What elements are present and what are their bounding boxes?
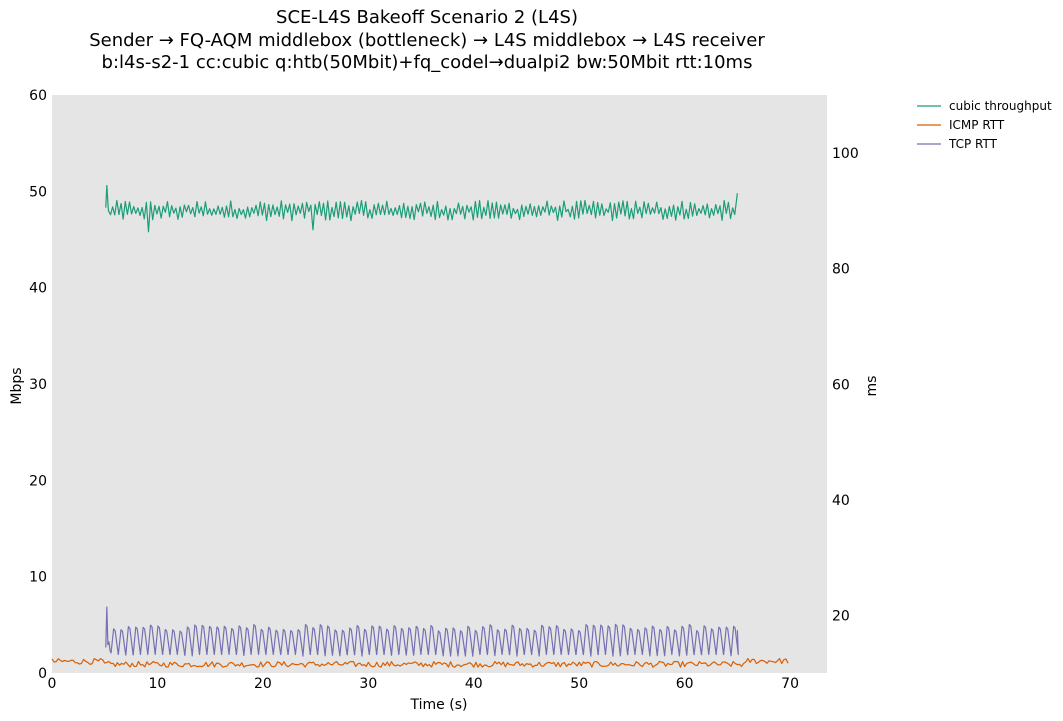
y-right-tick-label: 40 [832, 493, 850, 509]
y-left-tick-label: 0 [38, 666, 47, 682]
x-tick-label: 50 [570, 676, 588, 692]
legend: cubic throughput ICMP RTT TCP RTT [917, 99, 1052, 151]
series-line-tcp-rtt [105, 606, 739, 657]
legend-label: cubic throughput [949, 99, 1052, 113]
y-left-tick-label: 10 [29, 570, 47, 586]
y-left-axis-label: Mbps [9, 367, 25, 404]
x-tick-label: 30 [359, 676, 377, 692]
y-left-axis-ticks: 0 10 20 30 40 50 60 [29, 88, 47, 682]
x-tick-label: 70 [781, 676, 799, 692]
plot-area [52, 95, 827, 673]
y-right-tick-label: 100 [832, 146, 859, 162]
title-line-2: Sender → FQ-AQM middlebox (bottleneck) →… [89, 30, 765, 51]
y-left-tick-label: 50 [29, 184, 47, 200]
title-line-3: b:l4s-s2-1 cc:cubic q:htb(50Mbit)+fq_cod… [102, 52, 753, 73]
y-left-tick-label: 30 [29, 377, 47, 393]
chart-title: SCE-L4S Bakeoff Scenario 2 (L4S) Sender … [89, 7, 765, 73]
y-right-axis-ticks: 20 40 60 80 100 [832, 146, 859, 625]
y-right-tick-label: 60 [832, 377, 850, 393]
y-right-tick-label: 20 [832, 609, 850, 625]
legend-label: ICMP RTT [949, 118, 1005, 132]
x-tick-label: 10 [149, 676, 167, 692]
series-line-icmp-rtt [51, 657, 789, 668]
y-right-axis-label: ms [864, 376, 880, 397]
y-left-tick-label: 40 [29, 281, 47, 297]
x-tick-label: 20 [254, 676, 272, 692]
x-tick-label: 40 [465, 676, 483, 692]
legend-label: TCP RTT [948, 137, 998, 151]
x-tick-label: 0 [48, 676, 57, 692]
x-axis-ticks: 0 10 20 30 40 50 60 70 [48, 676, 799, 692]
y-right-tick-label: 80 [832, 262, 850, 278]
y-left-tick-label: 60 [29, 88, 47, 104]
series-line-cubic-throughput [105, 184, 738, 233]
x-tick-label: 60 [676, 676, 694, 692]
series-layer [51, 184, 789, 668]
y-left-tick-label: 20 [29, 473, 47, 489]
x-axis-label: Time (s) [410, 697, 468, 713]
title-line-1: SCE-L4S Bakeoff Scenario 2 (L4S) [276, 7, 578, 28]
